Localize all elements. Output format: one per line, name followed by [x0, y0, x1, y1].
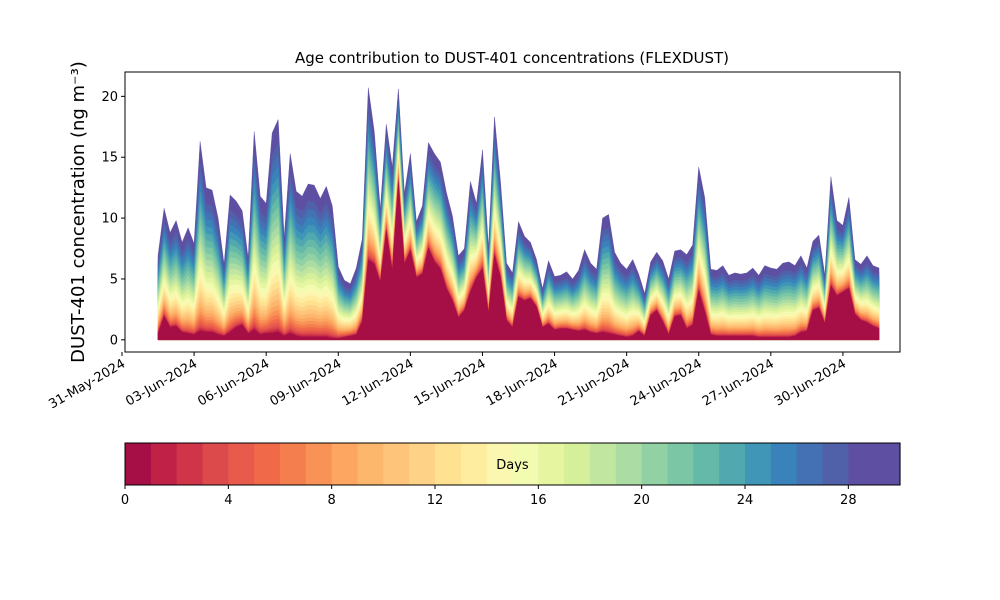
- colorbar-segment: [590, 443, 617, 485]
- y-tick-label: 10: [101, 212, 118, 227]
- colorbar-frame: [124, 442, 901, 486]
- colorbar-segment: [564, 443, 591, 485]
- colorbar-segment: [305, 443, 333, 485]
- colorbar-segment: [202, 443, 229, 485]
- colorbar-segment: [719, 443, 746, 485]
- area-layers: [157, 87, 880, 340]
- colorbar-tick-label: 0: [121, 493, 129, 508]
- colorbar-segment: [228, 443, 255, 485]
- x-tick-label: 31-May-2024: [46, 356, 128, 412]
- colorbar-segment: [822, 443, 849, 485]
- colorbar-segment: [125, 443, 152, 485]
- colorbar-segment: [176, 443, 204, 485]
- colorbar-segment: [280, 443, 307, 485]
- x-tick-label: 09-Jun-2024: [267, 356, 344, 409]
- age-layer-day-0: [157, 182, 880, 340]
- colorbar-segment: [667, 443, 694, 485]
- colorbar-segment: [874, 443, 901, 485]
- x-tick-label: 27-Jun-2024: [700, 356, 777, 409]
- colorbar: 0 4 8 12 16 20 24 28 Days: [121, 442, 901, 508]
- chart-title: Age contribution to DUST-401 concentrati…: [295, 49, 729, 67]
- y-axis-label: DUST-401 concentration (ng m⁻³): [68, 61, 89, 363]
- y-tick-label: 5: [110, 272, 118, 287]
- colorbar-segment: [512, 443, 539, 485]
- colorbar-tick-label: 8: [328, 493, 336, 508]
- colorbar-segment: [693, 443, 720, 485]
- colorbar-segment: [538, 443, 565, 485]
- x-tick-label: 21-Jun-2024: [556, 356, 633, 409]
- x-tick-label: 03-Jun-2024: [123, 356, 200, 409]
- colorbar-segment: [486, 443, 514, 485]
- colorbar-segment: [460, 443, 488, 485]
- colorbar-segment: [435, 443, 462, 485]
- x-tick-label: 18-Jun-2024: [484, 356, 561, 409]
- x-axis: 31-May-202403-Jun-202406-Jun-202409-Jun-…: [46, 352, 849, 412]
- colorbar-segment: [409, 443, 436, 485]
- colorbar-segment: [150, 443, 178, 485]
- colorbar-tick-label: 4: [224, 493, 232, 508]
- colorbar-segment: [254, 443, 281, 485]
- colorbar-tick-label: 12: [427, 493, 444, 508]
- colorbar-tick-label: 24: [737, 493, 754, 508]
- colorbar-segment: [796, 443, 824, 485]
- y-axis: 0 5 10 15 20: [101, 90, 125, 348]
- colorbar-segment: [615, 443, 643, 485]
- y-tick-label: 15: [101, 151, 118, 166]
- x-tick-label: 15-Jun-2024: [412, 356, 489, 409]
- colorbar-tick-label: 28: [840, 493, 857, 508]
- x-tick-label: 24-Jun-2024: [628, 356, 705, 409]
- y-tick-label: 0: [110, 333, 118, 348]
- colorbar-segment: [641, 443, 669, 485]
- y-tick-label: 20: [101, 90, 118, 105]
- colorbar-label: Days: [496, 458, 529, 473]
- x-tick-label: 12-Jun-2024: [340, 356, 417, 409]
- colorbar-segment: [357, 443, 384, 485]
- colorbar-tick-label: 20: [633, 493, 650, 508]
- colorbar-segment: [383, 443, 410, 485]
- x-tick-label: 06-Jun-2024: [195, 356, 272, 409]
- colorbar-segment: [848, 443, 875, 485]
- plot-frame: [124, 71, 901, 353]
- colorbar-segment: [745, 443, 772, 485]
- colorbar-segment: [770, 443, 798, 485]
- colorbar-segment: [331, 443, 359, 485]
- x-tick-label: 30-Jun-2024: [772, 356, 849, 409]
- colorbar-tick-label: 16: [530, 493, 547, 508]
